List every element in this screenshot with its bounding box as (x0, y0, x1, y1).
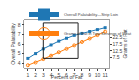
svg-text:4: 4 (50, 72, 53, 78)
svg-text:8: 8 (81, 72, 84, 78)
svg-text:7.5: 7.5 (113, 54, 120, 60)
svg-text:Overall Palatability—Strip Loi: Overall Palatability—Strip Loin (64, 12, 118, 17)
svg-text:22.5: 22.5 (112, 33, 123, 40)
svg-text:Overall Palatability: Overall Palatability (10, 23, 16, 65)
svg-text:11: 11 (103, 72, 108, 78)
svg-text:10: 10 (95, 72, 101, 78)
svg-text:3: 3 (42, 72, 45, 78)
svg-text:Percent of Fat: Percent of Fat (51, 74, 83, 80)
svg-text:2: 2 (34, 72, 37, 78)
svg-text:12.5: 12.5 (113, 48, 123, 54)
svg-text:17.5: 17.5 (113, 41, 123, 47)
svg-text:7: 7 (73, 72, 76, 78)
svg-text:1: 1 (26, 72, 29, 78)
svg-text:4: 4 (18, 60, 21, 66)
svg-text:5: 5 (18, 50, 21, 56)
svg-text:6: 6 (18, 41, 21, 47)
svg-text:6: 6 (65, 72, 68, 78)
svg-text:5: 5 (57, 72, 60, 78)
svg-text:Grams of Fat: Grams of Fat (122, 29, 128, 59)
svg-text:8: 8 (18, 22, 21, 28)
svg-text:7: 7 (18, 31, 21, 37)
svg-text:9: 9 (88, 72, 91, 78)
svg-text:Grams of Fat in Two Servings o: Grams of Fat in Two Servings of Meat (64, 31, 132, 36)
